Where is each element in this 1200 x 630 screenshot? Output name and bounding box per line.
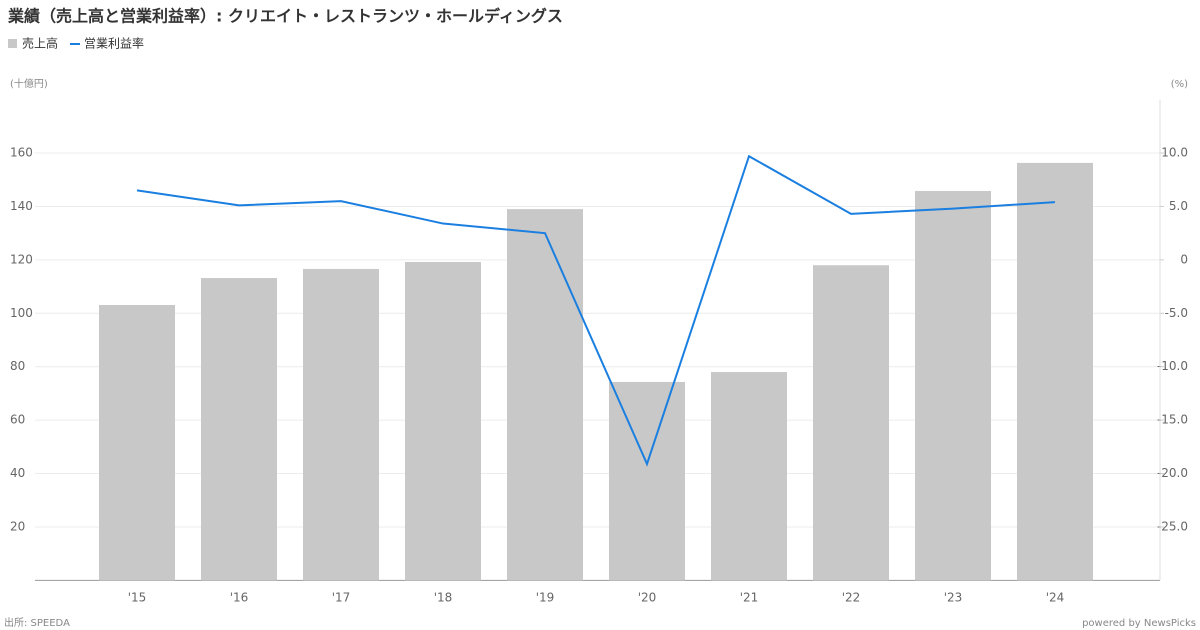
x-tick-label: '21 — [740, 591, 759, 605]
legend-label: 営業利益率 — [84, 36, 144, 51]
x-tick-label: '18 — [434, 591, 453, 605]
y-tick-label: 160 — [10, 146, 33, 160]
x-tick-label: '19 — [536, 591, 555, 605]
x-tick-label: '22 — [842, 591, 861, 605]
bar — [915, 190, 991, 581]
chart-title: 業績（売上高と営業利益率）: クリエイト・レストランツ・ホールディングス — [7, 7, 563, 26]
y2-tick-label: -20.0 — [1157, 466, 1188, 480]
bar — [201, 278, 277, 581]
x-tick-label: '16 — [230, 591, 249, 605]
y2-tick-label: 5.0 — [1169, 199, 1188, 213]
y2-tick-label: 10.0 — [1161, 146, 1188, 160]
bar — [813, 265, 889, 581]
x-tick-label: '24 — [1046, 591, 1065, 605]
credit: powered by NewsPicks — [1082, 618, 1196, 629]
y-tick-label: 100 — [10, 306, 33, 320]
y-tick-label: 20 — [10, 519, 25, 533]
legend-swatch — [8, 39, 17, 48]
x-tick-label: '23 — [944, 591, 963, 605]
bar — [405, 262, 481, 581]
bar — [507, 209, 583, 581]
legend-label: 売上高 — [22, 36, 58, 51]
source: 出所: SPEEDA — [4, 616, 70, 629]
y2-tick-label: 0 — [1180, 252, 1188, 266]
x-tick-label: '15 — [128, 591, 147, 605]
y-tick-label: 80 — [10, 359, 25, 373]
y-axis-label: (十億円) — [10, 77, 48, 90]
y-tick-label: 140 — [10, 199, 33, 213]
x-tick-label: '17 — [332, 591, 351, 605]
bar — [99, 305, 175, 581]
y-tick-label: 120 — [10, 252, 33, 266]
y2-axis-label: (%) — [1171, 79, 1188, 90]
y2-tick-label: -10.0 — [1157, 359, 1188, 373]
y2-tick-label: -15.0 — [1157, 413, 1188, 427]
x-tick-label: '20 — [638, 591, 657, 605]
bar — [609, 381, 685, 581]
y-tick-label: 60 — [10, 413, 25, 427]
y2-tick-label: -5.0 — [1165, 306, 1188, 320]
bar — [303, 268, 379, 581]
y-tick-label: 40 — [10, 466, 25, 480]
y2-tick-label: -25.0 — [1157, 519, 1188, 533]
line — [136, 154, 1056, 467]
bar — [1017, 162, 1093, 581]
bar — [711, 372, 787, 581]
